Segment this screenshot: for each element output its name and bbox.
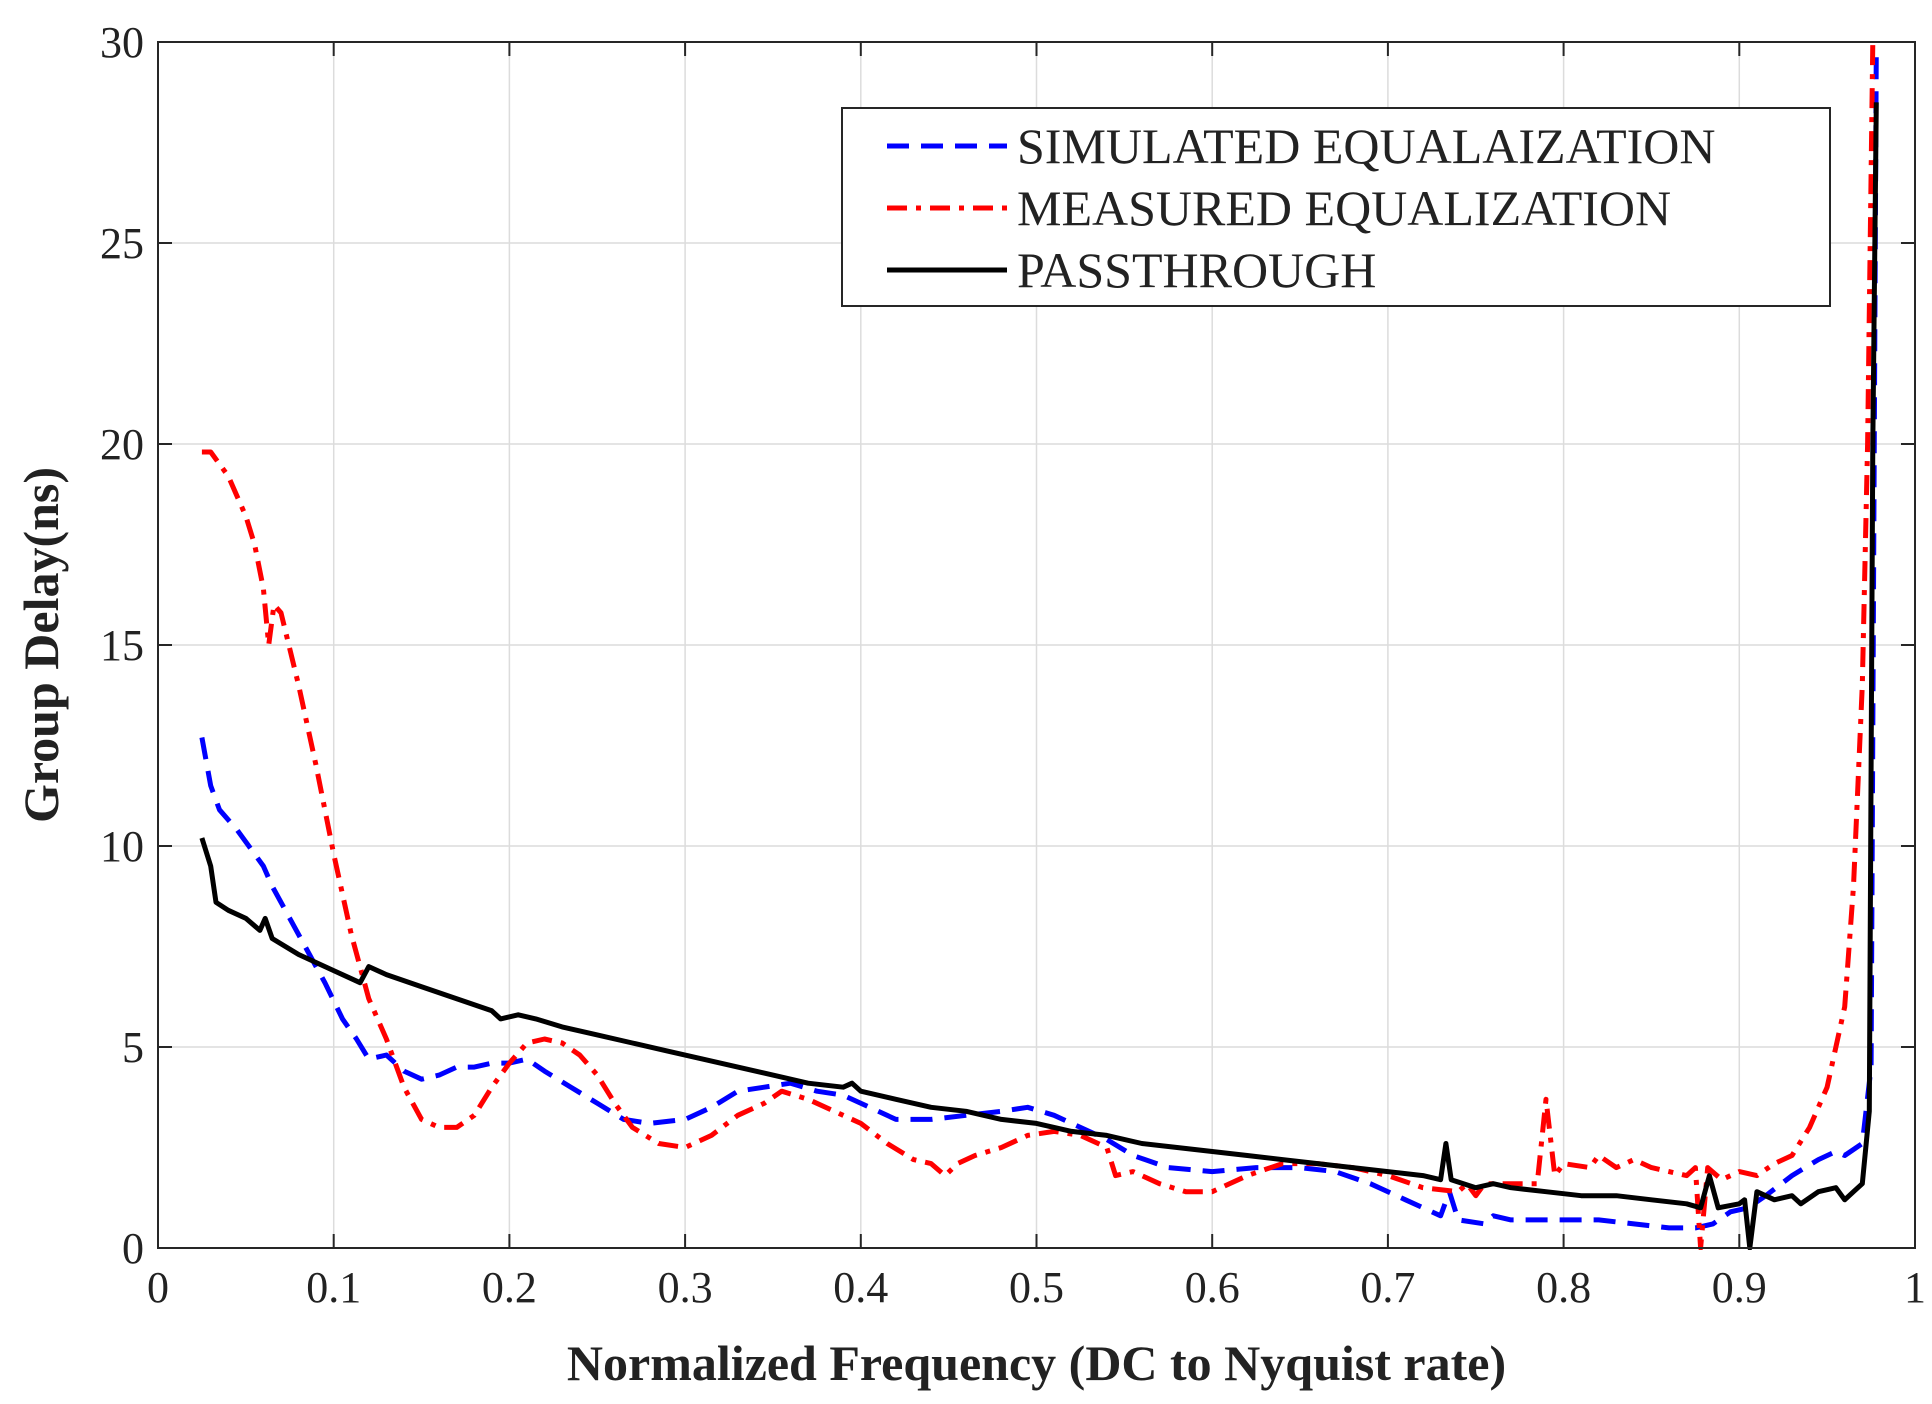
x-tick-label: 0.3 <box>658 1263 713 1312</box>
series-line-passthrough <box>199 102 1879 1250</box>
y-tick-label: 15 <box>100 621 144 670</box>
x-tick-label: 0.2 <box>482 1263 537 1312</box>
x-tick-label: 0 <box>147 1263 169 1312</box>
y-tick-labels: 0 5 10 15 20 25 30 <box>100 18 144 1273</box>
x-tick-label: 0.9 <box>1712 1263 1767 1312</box>
x-tick-label: 0.8 <box>1536 1263 1591 1312</box>
y-axis-label: Group Delay(ns) <box>13 467 69 823</box>
legend-label-simulated-equalization: SIMULATED EQUALAIZATION <box>1017 118 1716 174</box>
axis-ticks <box>157 41 1916 1249</box>
y-tick-label: 25 <box>100 219 144 268</box>
series-line-simulated-equalization <box>199 45 1879 1231</box>
legend: SIMULATED EQUALAIZATION MEASURED EQUALIZA… <box>841 107 1831 307</box>
y-tick-label: 0 <box>122 1224 144 1273</box>
series-layer <box>199 41 1879 1250</box>
x-tick-label: 0.7 <box>1360 1263 1415 1312</box>
x-tick-label: 1 <box>1904 1263 1926 1312</box>
legend-label-passthrough: PASSTHROUGH <box>1017 242 1376 298</box>
x-tick-label: 0.6 <box>1185 1263 1240 1312</box>
x-tick-label: 0.5 <box>1009 1263 1064 1312</box>
series-line-measured-equalization <box>201 41 1876 1250</box>
legend-label-measured-equalization: MEASURED EQUALIZATION <box>1017 180 1671 236</box>
x-axis-label: Normalized Frequency (DC to Nyquist rate… <box>567 1335 1506 1391</box>
x-tick-label: 0.1 <box>306 1263 361 1312</box>
y-tick-label: 10 <box>100 822 144 871</box>
x-tick-label: 0.4 <box>833 1263 888 1312</box>
y-tick-label: 30 <box>100 18 144 67</box>
y-tick-label: 20 <box>100 420 144 469</box>
y-tick-label: 5 <box>122 1023 144 1072</box>
x-tick-labels: 0 0.1 0.2 0.3 0.4 0.5 0.6 0.7 0.8 0.9 1 <box>147 1263 1926 1312</box>
